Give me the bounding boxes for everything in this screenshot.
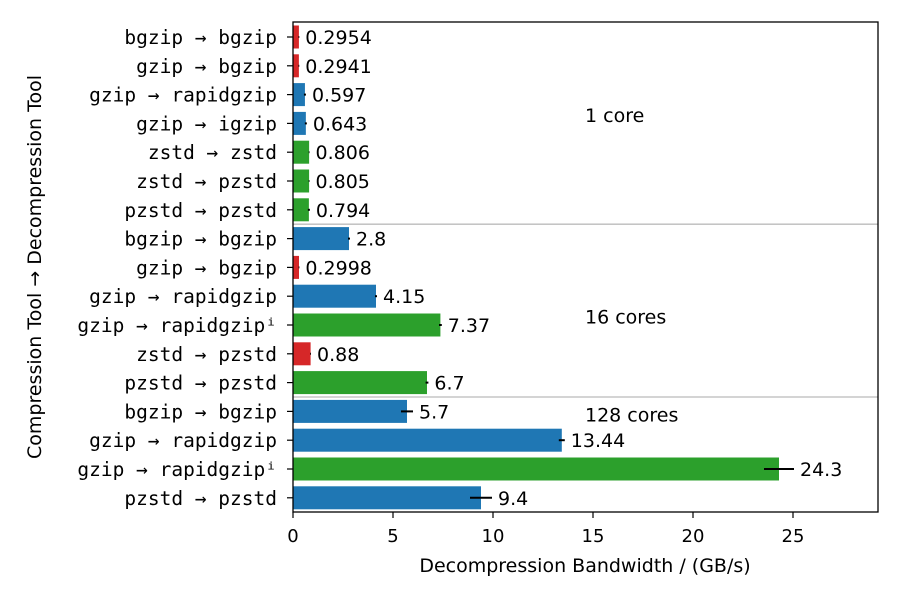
y-axis-label: Compression Tool → Decompression Tool: [24, 75, 46, 459]
y-tick-label: gzip → igzip: [136, 112, 277, 135]
x-tick-label: 10: [482, 526, 505, 547]
bar: [293, 111, 306, 135]
y-tick-label: gzip → rapidgzipⁱ: [77, 458, 277, 481]
bar: [293, 140, 310, 164]
y-tick-label: pzstd → pzstd: [124, 199, 277, 222]
bar: [293, 457, 779, 481]
group-label: 1 core: [585, 105, 644, 127]
bar: [293, 198, 309, 222]
bar-value-label: 2.8: [356, 229, 386, 251]
bar-value-label: 7.37: [448, 315, 490, 337]
bar: [293, 54, 299, 78]
y-tick-label: zstd → zstd: [148, 141, 277, 164]
bar: [293, 255, 299, 279]
bar-value-label: 0.597: [312, 85, 366, 107]
bar: [293, 486, 481, 510]
y-tick-label: bgzip → bgzip: [124, 26, 277, 49]
group-label: 128 cores: [585, 404, 678, 426]
bar-value-label: 0.643: [313, 113, 367, 135]
x-tick-label: 0: [287, 526, 298, 547]
bar: [293, 227, 349, 251]
y-tick-label: gzip → rapidgzipⁱ: [77, 314, 277, 337]
y-tick-label: pzstd → pzstd: [124, 487, 277, 510]
bar-value-label: 13.44: [571, 430, 625, 452]
x-axis-label: Decompression Bandwidth / (GB/s): [419, 555, 750, 577]
x-tick-label: 20: [682, 526, 705, 547]
bar-value-label: 6.7: [434, 373, 464, 395]
y-tick-label: gzip → rapidgzip: [89, 429, 277, 452]
bar-value-label: 0.88: [317, 344, 359, 366]
bar: [293, 399, 407, 423]
bar-value-label: 0.805: [316, 171, 370, 193]
plot-frame: [292, 21, 879, 513]
y-tick-label: bgzip → bgzip: [124, 228, 277, 251]
x-tick-label: 25: [782, 526, 805, 547]
bar-value-label: 0.2954: [305, 27, 371, 49]
bar-value-label: 0.806: [316, 142, 370, 164]
bar-value-label: 24.3: [800, 459, 842, 481]
bar: [293, 83, 305, 107]
bar: [293, 169, 310, 193]
bar: [293, 342, 311, 366]
group-label: 16 cores: [585, 306, 666, 328]
bar-value-label: 0.2941: [305, 56, 371, 78]
y-tick-label: gzip → bgzip: [136, 55, 277, 78]
y-tick-label: zstd → pzstd: [136, 343, 277, 366]
y-tick-label: zstd → pzstd: [136, 170, 277, 193]
bar-value-label: 0.2998: [305, 257, 371, 279]
y-tick-label: bgzip → bgzip: [124, 400, 277, 423]
bar: [293, 284, 376, 308]
y-tick-label: pzstd → pzstd: [124, 372, 277, 395]
bar: [293, 428, 562, 452]
y-tick-label: gzip → rapidgzip: [89, 285, 277, 308]
x-tick-label: 5: [387, 526, 398, 547]
bar: [293, 371, 427, 395]
bar: [293, 313, 441, 337]
x-tick-label: 15: [582, 526, 605, 547]
bar-value-label: 5.7: [419, 401, 449, 423]
bar-value-label: 4.15: [383, 286, 425, 308]
y-tick-label: gzip → bgzip: [136, 256, 277, 279]
y-tick-label: gzip → rapidgzip: [89, 84, 277, 107]
bar-value-label: 9.4: [498, 488, 528, 510]
bar: [293, 25, 299, 49]
bar-value-label: 0.794: [316, 200, 370, 222]
